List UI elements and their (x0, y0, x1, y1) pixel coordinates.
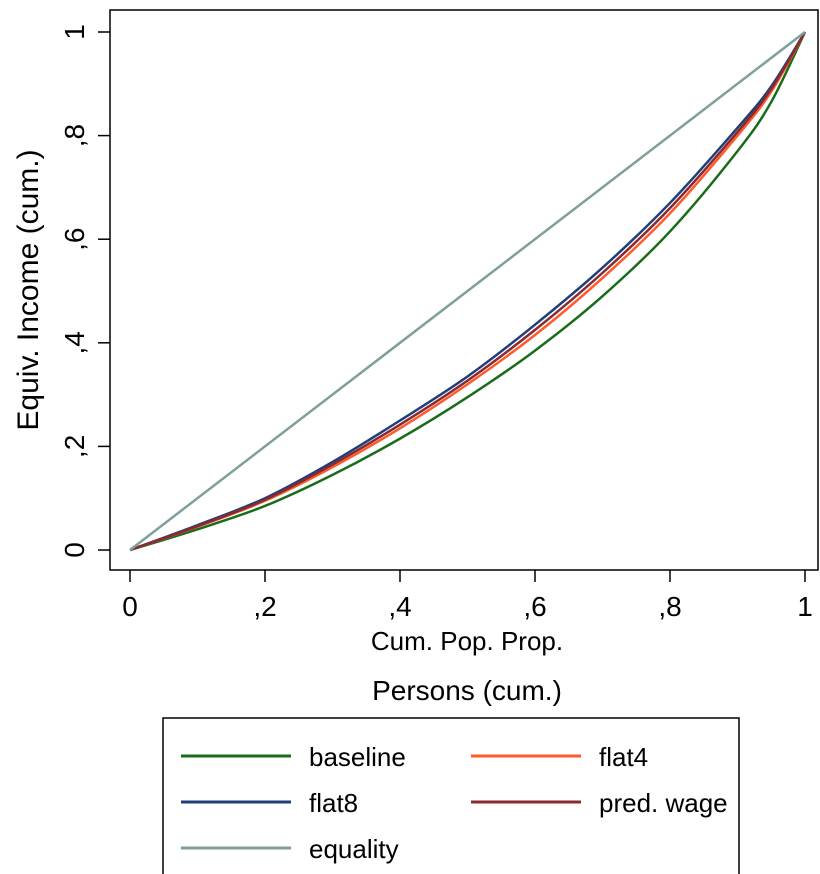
legend-label: baseline (309, 742, 406, 772)
legend-label: pred. wage (599, 788, 728, 818)
y-tick-label: ,4 (59, 331, 90, 354)
x-tick-label: 0 (122, 591, 138, 622)
x-axis-secondary-label: Persons (cum.) (372, 675, 562, 706)
x-tick-label: ,8 (658, 591, 681, 622)
legend: baseline flat4 flat8 pred. wage equality (162, 717, 740, 874)
x-tick-label: ,4 (388, 591, 411, 622)
axes: 0 ,2 ,4 ,6 ,8 1 0 ,2 ,4 ,6 ,8 1 (59, 24, 813, 622)
x-tick-label: ,6 (523, 591, 546, 622)
y-tick-label: 0 (59, 542, 90, 558)
legend-label: flat8 (309, 788, 358, 818)
plot-area (109, 9, 819, 571)
series-line-flat8 (129, 31, 807, 552)
series-lines (129, 31, 807, 552)
plot-border (109, 9, 819, 571)
x-tick-label: ,2 (253, 591, 276, 622)
series-line-baseline (129, 31, 807, 552)
x-tick-label: 1 (797, 591, 813, 622)
series-line-pred-wage (129, 31, 807, 552)
y-tick-label: 1 (59, 24, 90, 40)
y-tick-label: ,2 (59, 435, 90, 458)
legend-label: flat4 (599, 742, 648, 772)
legend-label: equality (309, 834, 399, 864)
y-tick-label: ,6 (59, 228, 90, 251)
x-axis-label: Cum. Pop. Prop. (371, 626, 563, 656)
y-tick-label: ,8 (59, 124, 90, 147)
series-line-equality (129, 31, 806, 551)
y-axis-label: Equiv. Income (cum.) (12, 149, 45, 430)
